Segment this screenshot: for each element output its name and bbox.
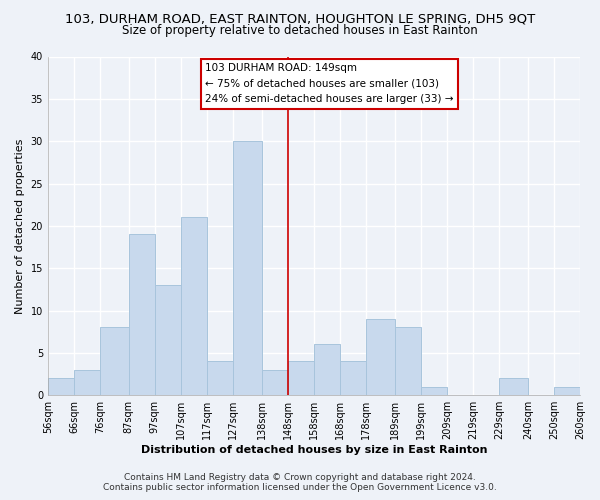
Bar [233,141,262,395]
Bar [340,362,366,395]
Bar [129,234,155,395]
Text: 103, DURHAM ROAD, EAST RAINTON, HOUGHTON LE SPRING, DH5 9QT: 103, DURHAM ROAD, EAST RAINTON, HOUGHTON… [65,12,535,26]
Bar [74,370,100,395]
Bar [499,378,528,395]
Bar [395,328,421,395]
Bar [100,328,129,395]
Text: Contains HM Land Registry data © Crown copyright and database right 2024.
Contai: Contains HM Land Registry data © Crown c… [103,473,497,492]
Bar [421,386,447,395]
Bar [314,344,340,395]
Text: Size of property relative to detached houses in East Rainton: Size of property relative to detached ho… [122,24,478,37]
X-axis label: Distribution of detached houses by size in East Rainton: Distribution of detached houses by size … [141,445,487,455]
Bar [288,362,314,395]
Bar [366,319,395,395]
Bar [554,386,580,395]
Bar [181,218,207,395]
Y-axis label: Number of detached properties: Number of detached properties [15,138,25,314]
Bar [48,378,74,395]
Bar [155,285,181,395]
Bar [207,362,233,395]
Text: 103 DURHAM ROAD: 149sqm
← 75% of detached houses are smaller (103)
24% of semi-d: 103 DURHAM ROAD: 149sqm ← 75% of detache… [205,64,454,104]
Bar [262,370,288,395]
